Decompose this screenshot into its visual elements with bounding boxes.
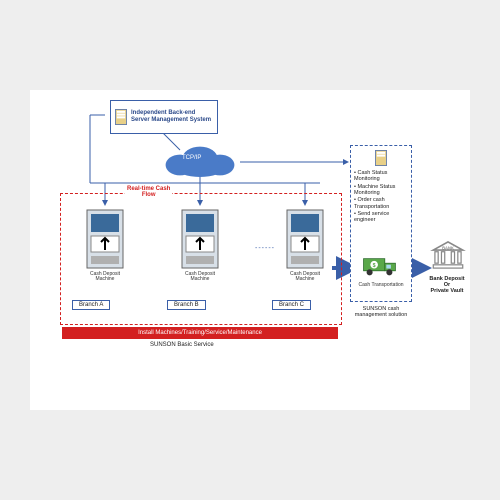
cloud-icon [160, 145, 240, 177]
diagram-canvas: Independent Back-end Server Management S… [30, 90, 470, 410]
branch-a: Branch A [72, 300, 110, 310]
solution-item: • Send service engineer [354, 211, 408, 224]
machine-c-label: Cash Deposit Machine [280, 272, 330, 283]
solution-item: • Order cash Transportation [354, 197, 408, 210]
atm-icon [178, 208, 222, 270]
machine-a-label: Cash Deposit Machine [80, 272, 130, 283]
atm-icon [283, 208, 327, 270]
machine-c: Cash Deposit Machine [280, 208, 330, 283]
basic-service-label: SUNSON Basic Service [150, 342, 214, 348]
machine-b-label: Cash Deposit Machine [175, 272, 225, 283]
solution-list: • Cash Status Monitoring • Machine Statu… [351, 167, 411, 227]
svg-text:$: $ [373, 263, 376, 269]
server-label: Independent Back-end Server Management S… [131, 110, 214, 123]
server-icon [114, 108, 128, 126]
cloud-label: TCP/IP [182, 155, 201, 161]
ellipsis-dots: ------ [255, 245, 275, 252]
branch-c: Branch C [272, 300, 311, 310]
solution-item: • Machine Status Monitoring [354, 184, 408, 197]
solution-item: • Cash Status Monitoring [354, 170, 408, 183]
server-management-box: Independent Back-end Server Management S… [110, 100, 218, 134]
svg-text:BANK: BANK [442, 245, 454, 250]
machine-b: Cash Deposit Machine [175, 208, 225, 283]
flow-label: Real-time Cash Flow [125, 186, 172, 199]
machine-a: Cash Deposit Machine [80, 208, 130, 283]
truck-label: Cash Transportation [352, 282, 410, 288]
solution-caption: SUNSON cash management solution [350, 306, 412, 318]
atm-icon [83, 208, 127, 270]
truck-icon: $ [362, 255, 400, 279]
bank-label: Bank Deposit Or Private Vault [422, 276, 472, 294]
bank-icon: BANK [430, 240, 466, 270]
server-icon [374, 149, 388, 167]
install-bar: Install Machines/Training/Service/Mainte… [62, 327, 338, 339]
branch-b: Branch B [167, 300, 206, 310]
